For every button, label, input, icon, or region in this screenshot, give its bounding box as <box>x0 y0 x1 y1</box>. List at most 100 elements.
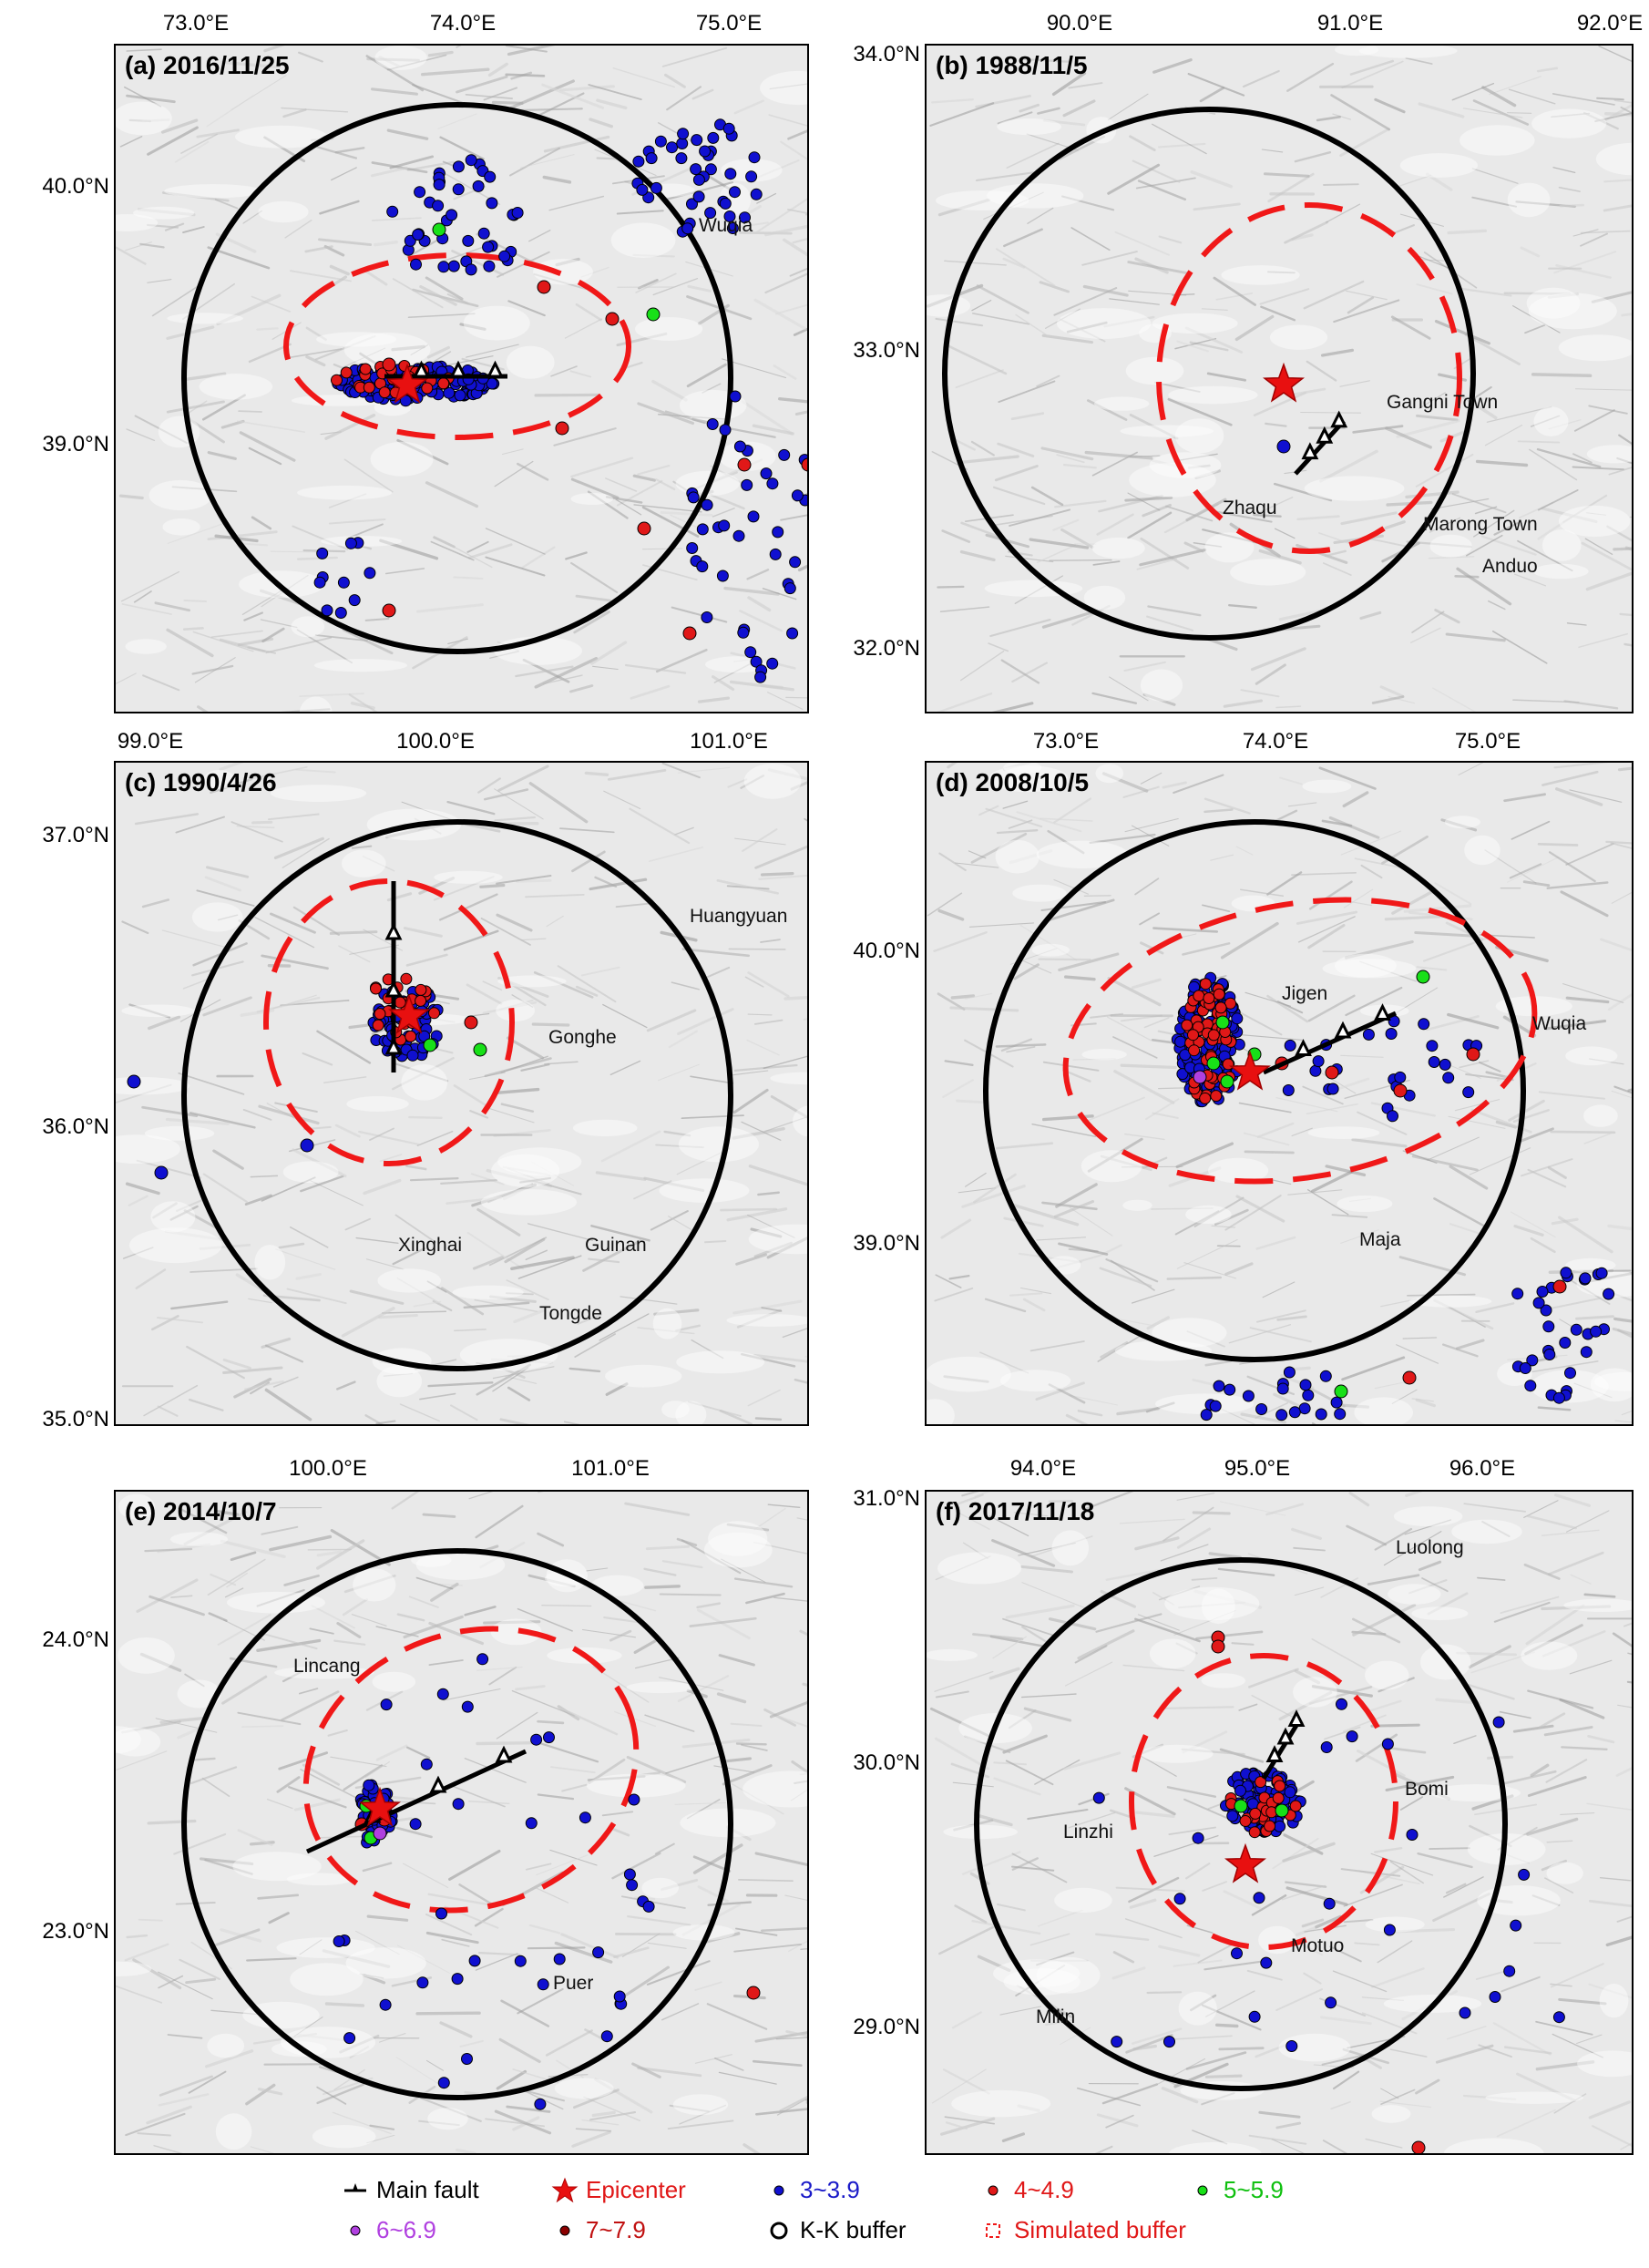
ridge <box>1322 562 1352 576</box>
ridge <box>366 2134 395 2144</box>
ridge <box>789 267 807 277</box>
valley <box>434 870 503 884</box>
ridge <box>1417 1852 1473 1869</box>
ridge <box>632 253 675 258</box>
ridge <box>1158 1586 1201 1601</box>
valley <box>121 1004 195 1018</box>
ridge <box>1113 1070 1175 1104</box>
ridge <box>401 801 456 822</box>
ridge <box>1484 849 1537 884</box>
ridge <box>953 1819 994 1832</box>
valley <box>167 313 243 324</box>
ridge <box>1500 1976 1541 1993</box>
valley <box>1594 1371 1632 1391</box>
event-dot <box>729 390 742 403</box>
event-dot <box>1459 2006 1471 2019</box>
ridge <box>134 415 188 445</box>
ridge <box>184 416 225 444</box>
fault-tooth <box>384 922 403 940</box>
valley <box>721 159 783 182</box>
ridge <box>1094 1933 1150 1941</box>
dot-icon <box>1197 2185 1208 2195</box>
ridge <box>1258 549 1302 565</box>
ridge <box>137 208 196 217</box>
ridge <box>1107 163 1161 195</box>
ridge <box>1270 1178 1292 1185</box>
valley <box>313 659 408 672</box>
ridge <box>1147 605 1202 617</box>
kk-buffer-circle <box>181 1548 733 2100</box>
ridge <box>1301 1918 1325 1928</box>
ridge <box>535 1887 569 1904</box>
ridge <box>1329 1945 1362 1963</box>
ridge <box>1037 1909 1083 1927</box>
event-dot <box>786 627 799 640</box>
ridge <box>1185 498 1227 522</box>
ridge <box>182 226 205 234</box>
event-dot <box>553 1953 566 1965</box>
ridge <box>507 1167 550 1185</box>
ridge <box>1105 2114 1134 2129</box>
ridge <box>210 1573 237 1586</box>
place-label: Milin <box>1036 2006 1076 2027</box>
ridge <box>1385 1775 1455 1791</box>
ridge <box>118 494 144 500</box>
ridge <box>517 1987 564 2015</box>
ridge <box>659 1593 722 1596</box>
ridge <box>1351 1617 1401 1644</box>
ridge <box>937 585 965 589</box>
ridge <box>1585 571 1632 591</box>
event-dot <box>472 180 485 192</box>
ridge <box>256 327 279 331</box>
valley <box>258 200 309 223</box>
ridge <box>416 1130 454 1146</box>
ridge <box>655 1144 704 1149</box>
ridge <box>528 229 551 242</box>
ridge <box>1357 1750 1406 1778</box>
ridge <box>679 2104 726 2125</box>
ridge <box>747 1389 781 1407</box>
ridge <box>226 1572 248 1588</box>
main-fault <box>1262 1011 1398 1075</box>
fault-tooth <box>413 360 430 378</box>
ridge <box>324 414 376 440</box>
ridge <box>1202 904 1231 912</box>
ridge <box>1586 1802 1632 1811</box>
ridge <box>1403 904 1472 913</box>
ridge <box>694 2054 732 2064</box>
ridge <box>467 543 513 559</box>
ridge <box>735 1742 767 1746</box>
ridge <box>575 594 611 602</box>
valley <box>943 1824 1018 1840</box>
ridge <box>305 354 326 367</box>
ridge <box>1273 1392 1300 1408</box>
ridge <box>1049 1254 1101 1271</box>
ridge <box>256 1588 305 1607</box>
ridge <box>407 313 476 319</box>
valley <box>286 1873 353 1886</box>
ridge <box>515 878 552 883</box>
ridge <box>1396 419 1460 438</box>
ridge <box>378 1314 418 1319</box>
ridge <box>156 1317 204 1324</box>
ridge <box>334 147 365 154</box>
valley <box>374 46 427 70</box>
ridge <box>519 108 583 111</box>
ridge <box>333 2068 365 2090</box>
ridge <box>997 1903 1026 1912</box>
ridge <box>245 2083 276 2106</box>
ridge <box>1048 1383 1086 1404</box>
ridge <box>202 1173 248 1203</box>
ridge <box>643 1567 677 1576</box>
ridge <box>1152 58 1193 74</box>
fault-tooth <box>1330 410 1348 428</box>
ridge <box>790 781 807 791</box>
valley <box>343 333 431 367</box>
ridge <box>349 1289 405 1305</box>
ridge <box>416 603 484 613</box>
ridge <box>1391 889 1434 915</box>
ridge <box>442 246 484 262</box>
ridge <box>1486 405 1552 423</box>
ridge <box>1379 685 1404 698</box>
ridge <box>126 428 156 442</box>
